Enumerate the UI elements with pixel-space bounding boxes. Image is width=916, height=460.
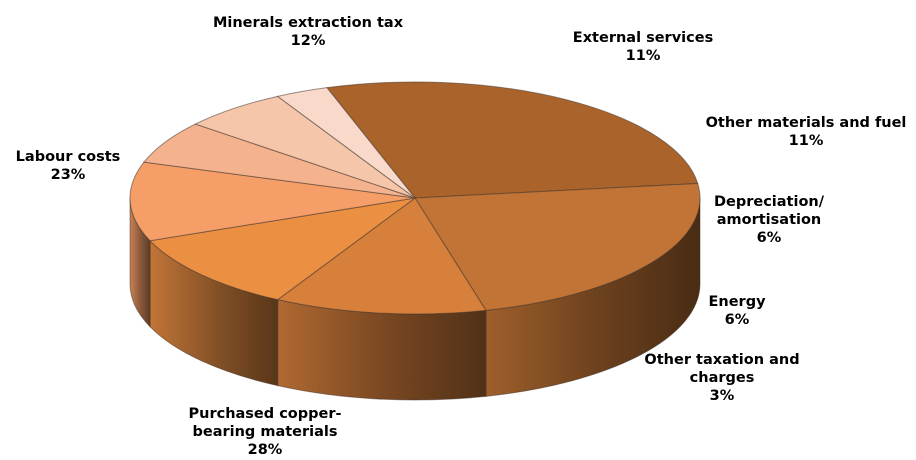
slice-label: Depreciation/amortisation 6% <box>714 193 824 247</box>
slice-label-percent: 3% <box>709 388 735 404</box>
pie-slice <box>414 182 701 311</box>
slice-label-name: bearing materials <box>192 424 338 440</box>
pie-side-walls <box>129 197 701 401</box>
slice-label-percent: 23% <box>50 167 86 183</box>
slice-label-percent: 11% <box>788 133 824 149</box>
pie-slice <box>276 197 487 315</box>
slice-label: Other taxation and charges 3% <box>644 351 799 405</box>
slice-label-percent: 6% <box>756 230 782 246</box>
slice-label-name: Purchased copper- <box>188 406 342 422</box>
slice-label-name: amortisation <box>716 212 822 228</box>
slice-label: Purchased copper-bearing materials 28% <box>188 405 341 459</box>
slice-label-name: Other materials and fuel <box>705 115 907 131</box>
pie-top-faces <box>129 81 701 315</box>
slice-label: Labour costs 23% <box>16 148 121 184</box>
pie-slice <box>276 87 416 199</box>
slice-label-name: External services <box>572 30 714 46</box>
slice-label-percent: 6% <box>724 312 750 328</box>
slice-label-percent: 11% <box>625 48 661 64</box>
slice-label-percent: 28% <box>247 442 283 458</box>
slice-label: External services 11% <box>573 29 713 65</box>
slice-label-name: Depreciation/ <box>713 194 825 210</box>
slice-label-name: Other taxation and <box>644 352 800 368</box>
pie-slice <box>325 81 699 199</box>
pie-slice <box>129 161 416 242</box>
slice-label-percent: 12% <box>290 33 326 49</box>
slice-label: Other materials and fuel 11% <box>706 114 907 150</box>
pie-slice <box>148 197 416 301</box>
slice-label-name: Labour costs <box>15 149 121 165</box>
slice-label-name: Minerals extraction tax <box>212 15 404 31</box>
slice-label-name: Energy <box>708 294 766 310</box>
slice-label-name: charges <box>689 370 755 386</box>
pie-slice-side <box>277 299 487 401</box>
slice-label: Energy 6% <box>708 293 765 329</box>
slice-label: Minerals extraction tax 12% <box>213 14 403 50</box>
